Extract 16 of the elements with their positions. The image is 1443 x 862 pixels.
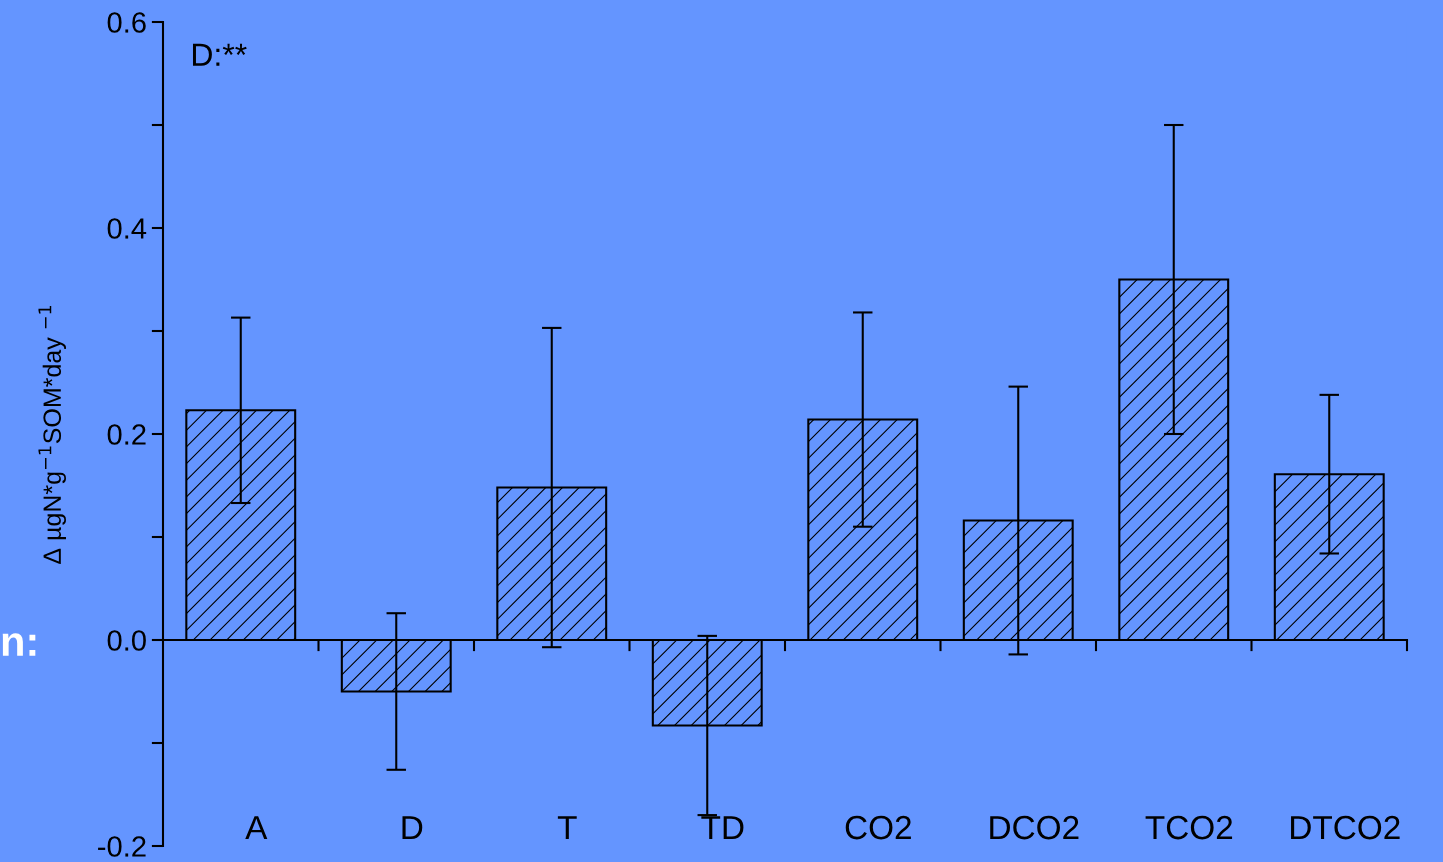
y-tick-label: 0.0 — [107, 630, 146, 651]
x-tick-label: TCO2 — [1145, 815, 1233, 840]
x-tick-label: A — [245, 816, 268, 840]
y-tick-label: -0.2 — [98, 836, 146, 857]
y-tick-label: 0.2 — [107, 424, 146, 445]
y-tick-label: 0.6 — [107, 12, 146, 33]
x-tick-label: T — [557, 816, 577, 840]
annotation: D:** — [192, 43, 247, 66]
x-tick-label: DCO2 — [990, 815, 1079, 840]
y-axis-title: Δ µgN*g$^{−1}$SOM*day $^{−1}$ — [38, 305, 66, 564]
text: n: — [2, 633, 36, 656]
x-tick-label: TD — [701, 816, 744, 840]
x-tick-label: DTCO2 — [1291, 815, 1400, 840]
x-tick-label: D — [402, 816, 423, 840]
y-tick-label: 0.4 — [107, 218, 147, 239]
x-tick-label: CO2 — [845, 815, 911, 840]
